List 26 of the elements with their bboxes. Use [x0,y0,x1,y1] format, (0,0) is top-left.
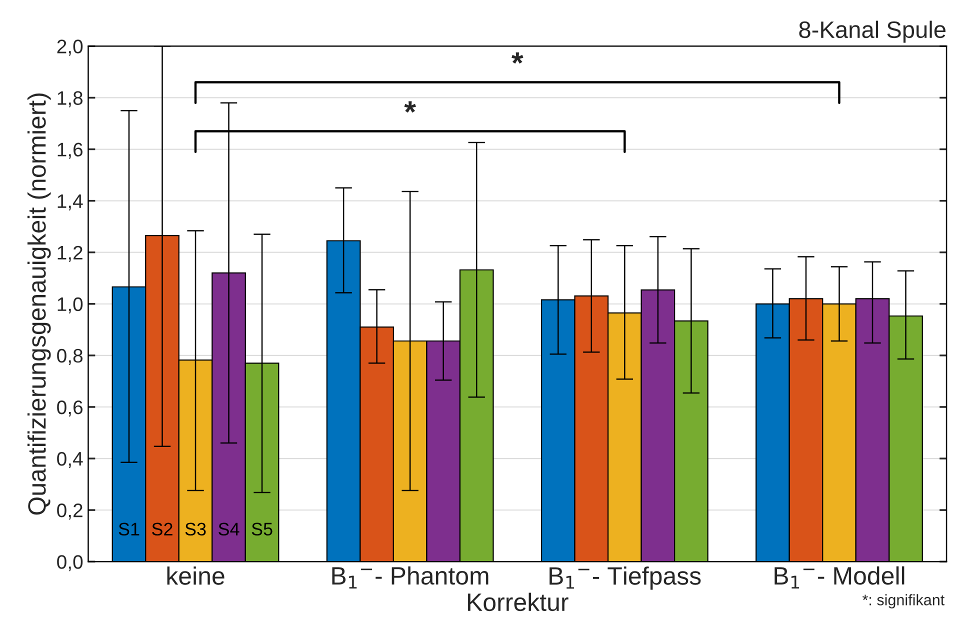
x-tick-label: B$_{1}$$^{−}$- Phantom [332,566,488,589]
y-tick-label: 0,8 [57,348,83,365]
series-label: S4 [218,522,240,536]
annotation: * [404,101,416,113]
x-tick-label: B$_{1}$$^{−}$- Tiefpass [550,566,701,590]
x-tick-label: keine [167,566,224,585]
series-label: S5 [252,522,272,536]
annotation: * [512,52,524,64]
y-tick-label: 0,0 [57,555,83,572]
y-tick-label: 0,2 [57,504,82,520]
chart-title: 8-Kanal Spule [799,20,946,43]
y-tick-label: 0,4 [57,452,83,468]
x-tick-label: B$_{1}$$^{−}$- Modell [774,566,904,589]
series-label: S2 [152,522,172,536]
y-tick-label: 1,8 [58,91,83,108]
x-axis-title: Korrektur [468,592,568,612]
y-tick-label: 1,0 [58,297,83,314]
y-tick-label: 2,0 [57,40,83,56]
y-tick-label: 1,6 [58,142,83,159]
y-tick-label: 1,2 [58,246,82,262]
series-label: S3 [185,522,206,536]
y-tick-label: 0,6 [57,400,83,417]
text: *: signifikant [862,594,945,608]
series-label: S1 [118,522,140,536]
y-tick-label: 1,4 [58,194,83,210]
y-axis-title: Quantifizierungsgenauigkeit (normiert) [27,94,51,515]
